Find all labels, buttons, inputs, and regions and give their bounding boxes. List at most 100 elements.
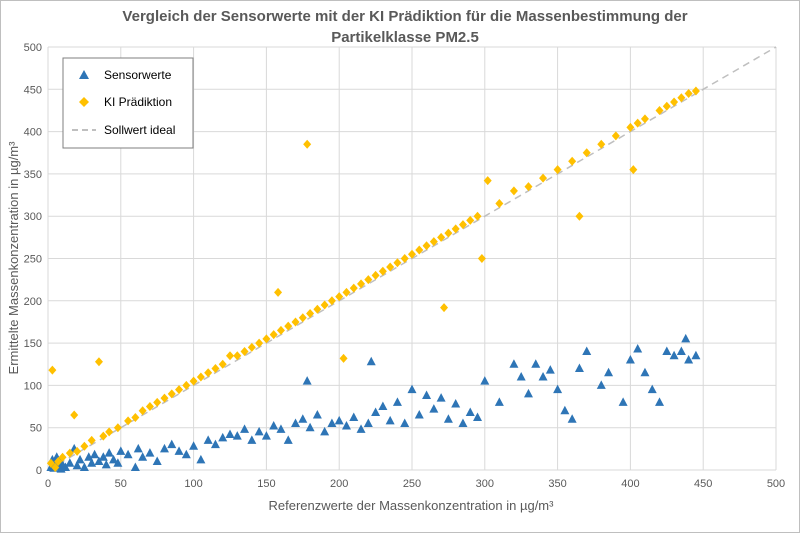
sensor-point [123, 449, 133, 459]
ki-prediction-point [477, 254, 486, 263]
x-tick-label: 50 [115, 478, 127, 490]
sensor-point [79, 462, 89, 471]
ki-prediction-point [582, 148, 591, 158]
ki-prediction-point [182, 380, 191, 390]
sensor-point [269, 421, 279, 430]
sensor-point [101, 459, 111, 469]
ki-prediction-point [575, 211, 584, 221]
sensor-point [341, 421, 351, 430]
ki-prediction-point [400, 254, 409, 263]
sensor-point [225, 429, 235, 438]
sensor-point [240, 424, 250, 433]
ki-prediction-point [357, 279, 366, 289]
ki-prediction-point [677, 93, 686, 103]
ki-prediction-point [255, 338, 264, 348]
sensor-point [261, 431, 271, 440]
sensor-point [130, 462, 140, 471]
sensor-point [553, 384, 563, 394]
ki-prediction-point [568, 156, 577, 166]
chart-title-line-1: Vergleich der Sensorwerte mit der KI Prä… [122, 8, 687, 25]
sensor-point [691, 350, 701, 360]
sensor-point [189, 441, 199, 450]
sensor-point [480, 376, 490, 385]
ki-prediction-point [124, 416, 133, 426]
ki-prediction-point [349, 283, 358, 293]
legend-diamond-icon [79, 97, 89, 107]
legend-triangle-icon [79, 70, 89, 79]
ki-prediction-point [393, 258, 402, 268]
sensor-point [145, 448, 155, 457]
sensor-point [681, 333, 691, 343]
sensor-point [531, 359, 541, 368]
sensor-point [509, 359, 519, 368]
ki-prediction-point [364, 275, 373, 285]
sensor-point [436, 393, 446, 402]
sensor-point [90, 449, 100, 459]
ki-prediction-point [145, 402, 154, 412]
sensor-point [159, 443, 169, 453]
sensor-point [407, 384, 417, 394]
sensor-point [494, 397, 504, 406]
sensor-point [625, 355, 635, 364]
x-tick-label: 300 [476, 478, 494, 490]
y-tick-label: 50 [30, 423, 42, 435]
sensor-point [320, 426, 330, 436]
ki-prediction-point [539, 173, 548, 183]
sensor-point [232, 431, 242, 440]
ki-prediction-point [48, 365, 57, 375]
ki-prediction-point [408, 249, 416, 259]
sensor-point [302, 376, 312, 385]
sensor-point [662, 346, 672, 356]
sensor-point [443, 414, 453, 423]
ki-prediction-point [138, 406, 147, 416]
sensor-point [640, 367, 650, 377]
ki-prediction-point [262, 334, 271, 344]
sensor-point [174, 446, 184, 455]
sensor-point [596, 380, 606, 389]
sensor-point [422, 390, 432, 400]
ki-prediction-point [691, 86, 700, 96]
ki-prediction-point [306, 308, 315, 318]
sensor-point [582, 346, 592, 356]
sensor-point [400, 418, 410, 427]
y-tick-label: 350 [24, 169, 42, 181]
ki-prediction-point [684, 89, 693, 99]
sensor-point [684, 355, 694, 364]
ki-prediction-point [160, 393, 169, 403]
sensor-point [334, 415, 344, 425]
ki-prediction-point [291, 317, 300, 327]
sensor-point [349, 412, 359, 422]
sensor-point [133, 443, 143, 453]
sensor-point [574, 363, 584, 372]
x-tick-label: 450 [694, 478, 712, 490]
sensor-point [210, 439, 220, 449]
sensor-point [385, 415, 395, 425]
ki-prediction-point [655, 105, 664, 115]
ki-prediction-point [269, 330, 278, 340]
legend-label-ki-praediktion: KI Prädiktion [104, 95, 172, 109]
sensor-point [305, 422, 315, 432]
sensor-point [65, 458, 75, 467]
sensor-point [291, 418, 301, 427]
x-axis-ticks: 0 50 100 150 200 250 300 350 400 450 500 [45, 478, 785, 490]
ki-prediction-point [284, 321, 293, 331]
sensor-point [283, 435, 293, 444]
sensor-point [633, 344, 643, 353]
ki-prediction-point [99, 431, 108, 441]
x-tick-label: 350 [548, 478, 566, 490]
ki-prediction-point [298, 313, 307, 323]
sensor-point [72, 460, 82, 470]
y-tick-label: 150 [24, 338, 42, 350]
ki-prediction-point [473, 211, 482, 221]
y-tick-label: 250 [24, 254, 42, 266]
sensor-point [327, 418, 337, 427]
ki-prediction-point [218, 359, 227, 369]
sensor-point [312, 410, 322, 419]
sensor-point [473, 412, 483, 422]
sensor-point [371, 407, 381, 416]
ki-prediction-point [339, 353, 348, 363]
ki-prediction-point [629, 165, 638, 175]
y-tick-label: 100 [24, 380, 42, 392]
ki-prediction-point [226, 351, 234, 361]
legend-label-sensorwerte: Sensorwerte [104, 68, 172, 82]
